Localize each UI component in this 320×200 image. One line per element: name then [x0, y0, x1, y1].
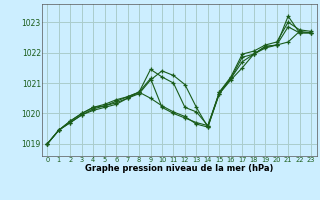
X-axis label: Graphe pression niveau de la mer (hPa): Graphe pression niveau de la mer (hPa) — [85, 164, 273, 173]
